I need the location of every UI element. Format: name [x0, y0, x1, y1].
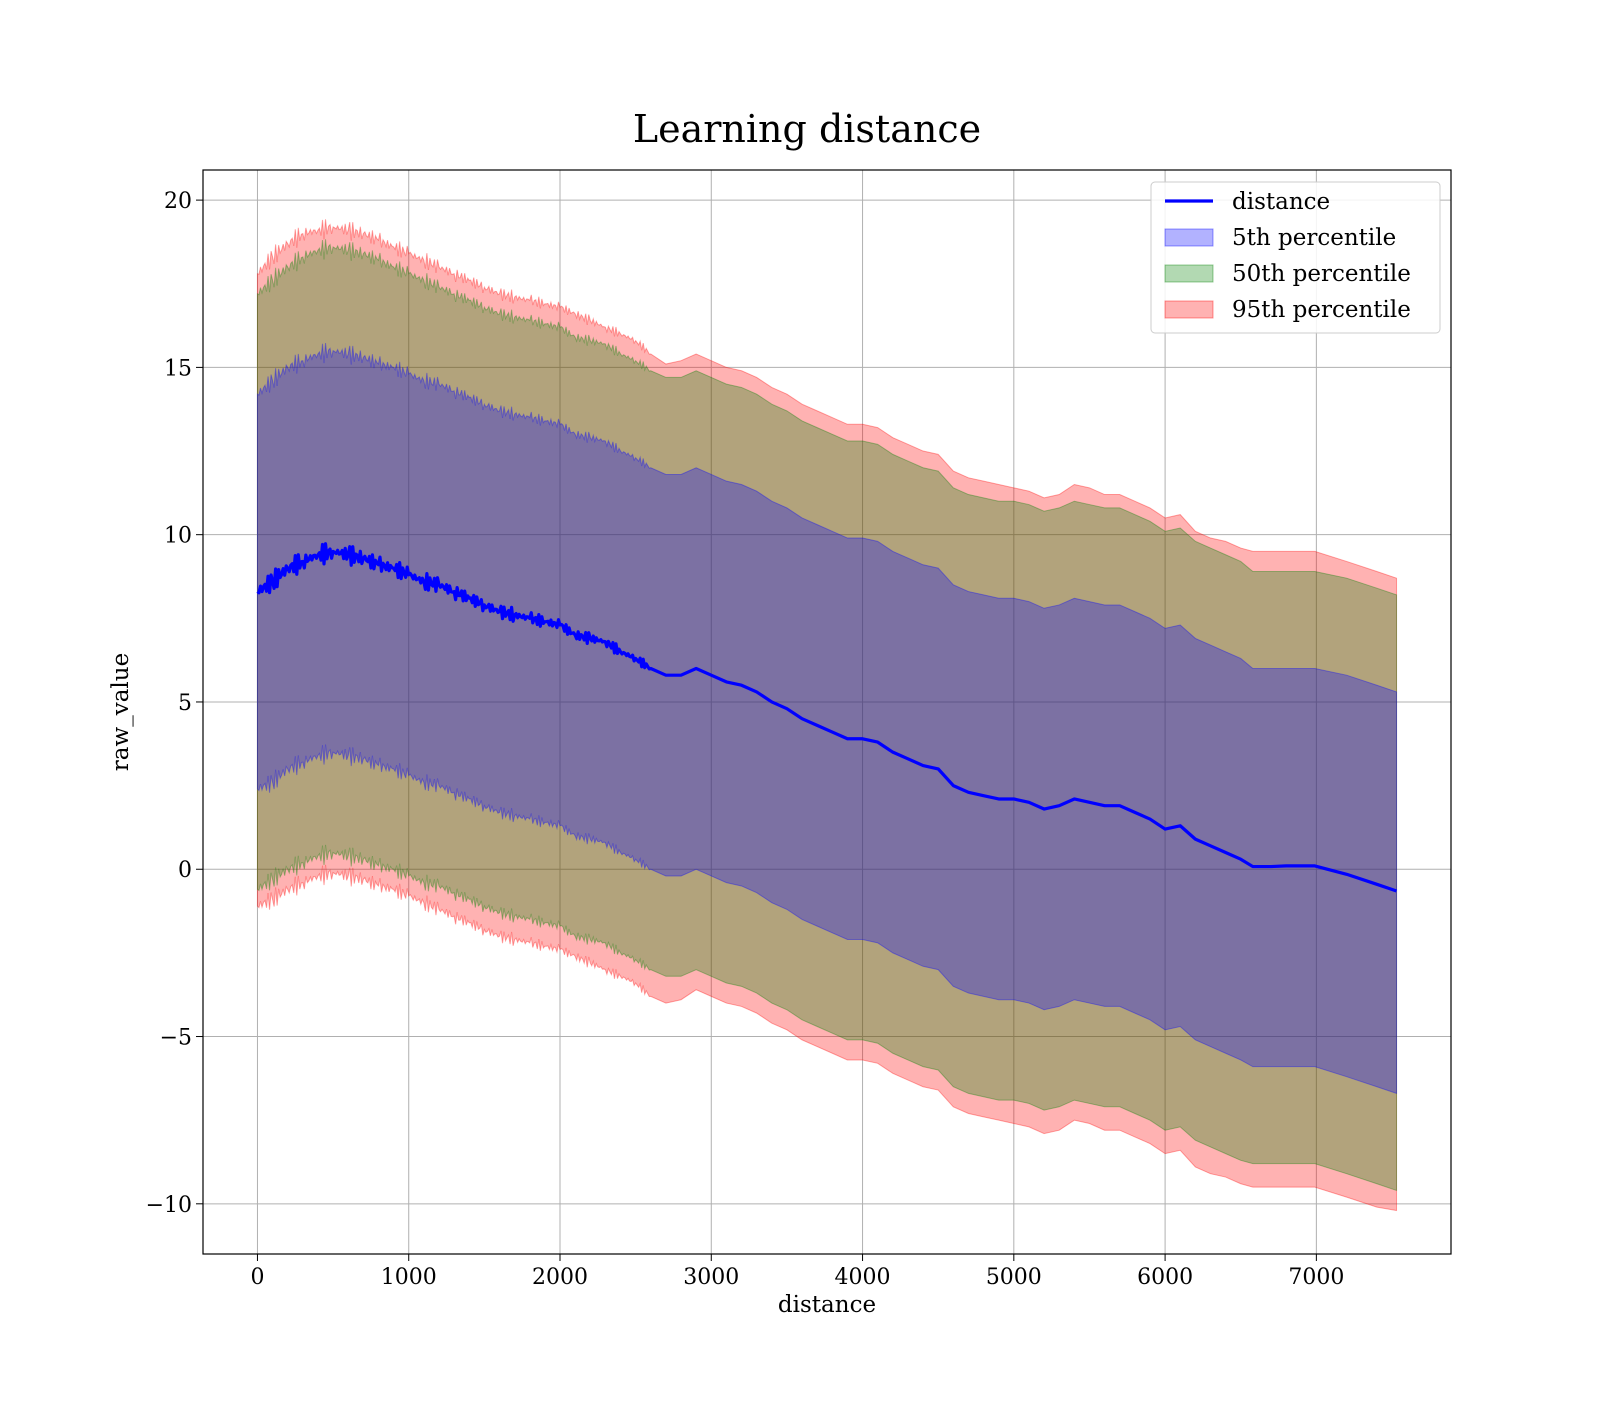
- legend-label: 95th percentile: [1232, 297, 1411, 323]
- x-tick-label: 4000: [835, 1265, 891, 1290]
- x-tick-label: 1000: [381, 1265, 437, 1290]
- line-layer: [256, 542, 1398, 893]
- legend-box: [1150, 181, 1441, 334]
- x-tick-label: 5000: [986, 1265, 1042, 1290]
- band-2: [256, 239, 1398, 1192]
- x-tick-label: 2000: [532, 1265, 588, 1290]
- y-tick-label: 0: [178, 858, 192, 883]
- band-layer: [256, 219, 1398, 1212]
- band-3: [256, 342, 1398, 1095]
- chart-title: Learning distance: [633, 107, 981, 151]
- legend-label: 5th percentile: [1232, 225, 1396, 251]
- legend-label: 50th percentile: [1232, 261, 1411, 287]
- x-tick-label: 7000: [1288, 1265, 1344, 1290]
- y-tick-label: 10: [164, 524, 192, 549]
- plot-frame: [202, 169, 1452, 1255]
- legend-swatch: [1164, 228, 1214, 247]
- legend-items: distance 5th percentile 50th percentile 95t…: [1164, 189, 1411, 323]
- y-tick-label: 20: [164, 189, 192, 214]
- y-axis-label: raw_value: [108, 653, 134, 771]
- grid-layer: [203, 170, 1451, 1254]
- y-tick-label: 15: [164, 356, 192, 381]
- y-tick-label: −5: [160, 1026, 192, 1051]
- series-line-distance: [256, 542, 1398, 893]
- tick-layer: 0 1000 2000 3000 4000 5000 6000 7000 −10 −5 0 5 10 15…: [146, 189, 1345, 1290]
- y-tick-label: −10: [146, 1193, 192, 1218]
- legend-swatch: [1164, 300, 1214, 319]
- x-tick-label: 6000: [1137, 1265, 1193, 1290]
- x-tick-label: 3000: [683, 1265, 739, 1290]
- legend: distance 5th percentile 50th percentile 95t…: [1150, 181, 1441, 334]
- x-tick-label: 0: [250, 1265, 264, 1290]
- y-tick-label: 5: [178, 691, 192, 716]
- legend-label: distance: [1232, 189, 1330, 215]
- legend-swatch: [1164, 264, 1214, 283]
- band-1: [256, 219, 1398, 1212]
- x-axis-label: distance: [778, 1292, 876, 1318]
